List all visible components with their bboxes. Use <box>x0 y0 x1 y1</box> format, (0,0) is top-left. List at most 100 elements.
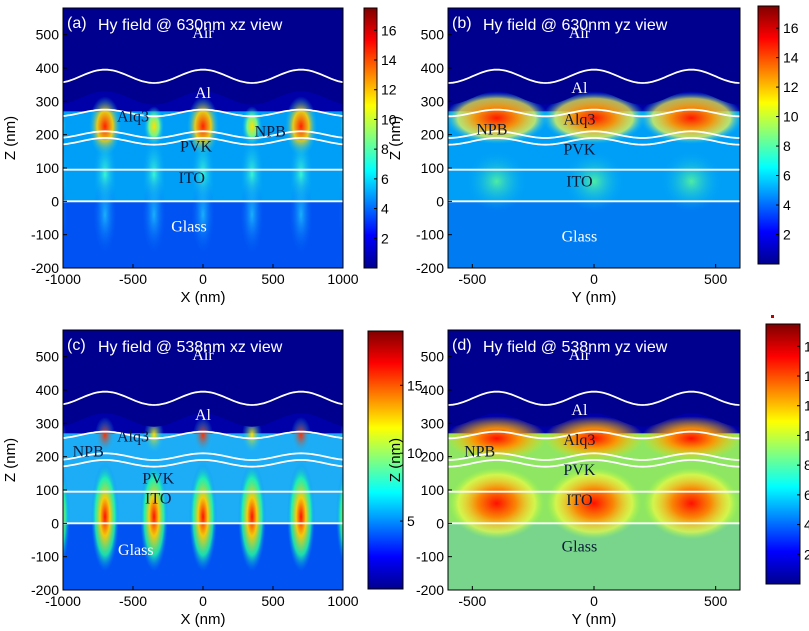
y-tick-label: 500 <box>421 349 445 365</box>
y-tick-label: 0 <box>436 193 444 209</box>
y-tick-label: 200 <box>421 449 445 465</box>
x-tick-label: 0 <box>199 593 207 609</box>
colorbar <box>757 5 780 265</box>
y-tick-label: 400 <box>36 60 60 76</box>
interface-al-alq3 <box>448 430 740 440</box>
y-tick-label: -200 <box>31 260 59 276</box>
y-tick-label: 500 <box>421 27 445 43</box>
air-region <box>63 8 343 105</box>
hotspot <box>240 174 264 255</box>
hotspot <box>91 461 119 572</box>
colorbar-tick-label: 4 <box>804 517 809 533</box>
colorbar-tick-label: 6 <box>804 487 809 503</box>
hotspot <box>289 174 313 255</box>
hotspot <box>189 461 217 572</box>
hotspot <box>542 92 646 144</box>
interface-al-air <box>448 68 740 84</box>
y-tick-label: -200 <box>416 260 444 276</box>
chart-title: Hy field @ 630nm xz view <box>98 17 283 34</box>
colorbar-tick-label: 10 <box>804 427 809 443</box>
interface-npb-pvk <box>63 137 343 146</box>
x-tick-label: -500 <box>119 271 147 287</box>
x-tick-label: 0 <box>199 271 207 287</box>
interface-al-alq3 <box>63 430 343 440</box>
x-tick-label: 500 <box>704 271 728 287</box>
layer-label: Al <box>195 85 212 102</box>
panel-c: Air Al Alq3 NPB PVK ITO Glass (c) Hy field @ 538… <box>2 329 423 628</box>
layer-label: Air <box>192 347 214 364</box>
colorbar-tick-label: 4 <box>783 197 791 213</box>
hotspot <box>466 151 527 212</box>
colorbar <box>367 330 404 590</box>
colorbar-tick-label: 12 <box>804 398 809 414</box>
layer-label: NPB <box>73 444 104 461</box>
hotspot <box>63 182 68 248</box>
y-tick-label: -100 <box>416 549 444 565</box>
heatmap-b <box>448 8 740 268</box>
y-tick-label: 0 <box>436 515 444 531</box>
y-tick-label: 200 <box>36 127 60 143</box>
layer-label: Air <box>569 347 591 364</box>
x-tick-label: 500 <box>261 271 285 287</box>
hotspot <box>285 96 317 157</box>
interface-npb-pvk <box>63 459 343 468</box>
layer-label: ITO <box>566 173 592 190</box>
hotspot <box>238 461 266 572</box>
colorbar-tick-label: 12 <box>783 79 799 95</box>
layer-label: Glass <box>562 228 598 245</box>
x-tick-label: 0 <box>590 271 598 287</box>
layer-label: PVK <box>142 470 174 487</box>
panel-label: (c) <box>67 337 86 354</box>
hotspot <box>191 174 215 255</box>
panel-label: (d) <box>452 337 472 354</box>
hotspot <box>639 92 740 144</box>
x-tick-label: 0 <box>590 593 598 609</box>
panel-label: (b) <box>452 15 472 32</box>
layer-label: Al <box>195 407 212 424</box>
layer-label: Al <box>571 80 588 97</box>
colorbar-tick-label: 12 <box>381 82 397 98</box>
colorbar-tick-label: 6 <box>783 168 791 184</box>
x-axis-label: Y (nm) <box>572 611 617 628</box>
y-tick-label: 300 <box>36 93 60 109</box>
x-tick-label: 1000 <box>327 593 358 609</box>
layer-label: Alq3 <box>117 108 149 125</box>
interface-alq3-npb <box>448 452 740 461</box>
colorbar-tick-label: 8 <box>804 457 809 473</box>
y-tick-label: -200 <box>31 582 59 598</box>
layer-label: NPB <box>464 444 495 461</box>
layer-label: Air <box>569 25 591 42</box>
x-axis-label: Y (nm) <box>572 289 617 306</box>
y-tick-label: 100 <box>421 160 445 176</box>
colorbar-tick-label: 14 <box>804 368 809 384</box>
colorbar-tick-label: 16 <box>381 22 397 38</box>
glass-region <box>448 201 740 268</box>
interface-al-air <box>448 390 740 406</box>
interface-alq3-npb <box>63 130 343 139</box>
y-tick-label: 400 <box>421 60 445 76</box>
hotspot <box>63 422 66 448</box>
colorbar-tick-label: 2 <box>783 227 791 243</box>
colorbar-tick-label: 10 <box>381 111 397 127</box>
colorbar <box>363 7 378 269</box>
layer-label: ITO <box>179 170 205 187</box>
y-tick-label: -100 <box>31 227 59 243</box>
interface-al-alq3 <box>63 108 343 118</box>
layer-label: Alq3 <box>563 112 595 129</box>
interface-al-air <box>63 390 343 406</box>
y-tick-label: -100 <box>416 227 444 243</box>
chart-title: Hy field @ 538nm xz view <box>98 339 283 356</box>
y-tick-label: -200 <box>416 582 444 598</box>
layer-label: Glass <box>118 542 154 559</box>
hotspot <box>63 112 66 141</box>
y-tick-label: 0 <box>51 193 59 209</box>
y-tick-label: 200 <box>421 127 445 143</box>
colorbar-tick-label: 8 <box>381 141 389 157</box>
layer-label: PVK <box>563 142 595 159</box>
x-tick-label: 500 <box>704 593 728 609</box>
x-tick-label: 1000 <box>327 271 358 287</box>
panel-b: Air Al Alq3 NPB PVK ITO Glass (b) Hy field @ 630… <box>387 5 799 306</box>
layer-label: ITO <box>566 492 592 509</box>
interface-al-alq3 <box>448 108 740 118</box>
